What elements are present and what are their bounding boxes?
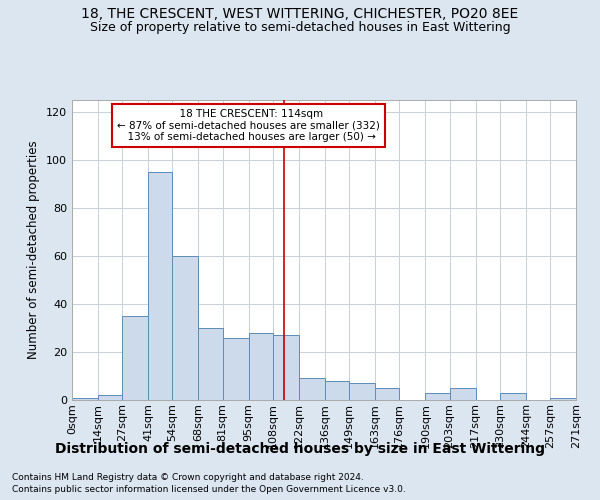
Bar: [449, 388, 476, 400]
Text: 18, THE CRESCENT, WEST WITTERING, CHICHESTER, PO20 8EE: 18, THE CRESCENT, WEST WITTERING, CHICHE…: [82, 8, 518, 22]
Bar: [122, 316, 148, 400]
Bar: [349, 383, 375, 400]
Y-axis label: Number of semi-detached properties: Number of semi-detached properties: [28, 140, 40, 360]
Bar: [223, 338, 248, 400]
Bar: [248, 333, 273, 400]
Bar: [500, 393, 526, 400]
Bar: [199, 328, 223, 400]
Text: Size of property relative to semi-detached houses in East Wittering: Size of property relative to semi-detach…: [89, 21, 511, 34]
Text: Contains public sector information licensed under the Open Government Licence v3: Contains public sector information licen…: [12, 485, 406, 494]
Bar: [325, 381, 349, 400]
Bar: [148, 172, 172, 400]
Bar: [375, 388, 400, 400]
Text: Contains HM Land Registry data © Crown copyright and database right 2024.: Contains HM Land Registry data © Crown c…: [12, 472, 364, 482]
Bar: [98, 395, 122, 400]
Bar: [172, 256, 199, 400]
Text: Distribution of semi-detached houses by size in East Wittering: Distribution of semi-detached houses by …: [55, 442, 545, 456]
Bar: [550, 398, 576, 400]
Bar: [72, 398, 98, 400]
Bar: [299, 378, 325, 400]
Text: 18 THE CRESCENT: 114sqm
← 87% of semi-detached houses are smaller (332)
  13% of: 18 THE CRESCENT: 114sqm ← 87% of semi-de…: [117, 109, 380, 142]
Bar: [273, 335, 299, 400]
Bar: [425, 393, 449, 400]
